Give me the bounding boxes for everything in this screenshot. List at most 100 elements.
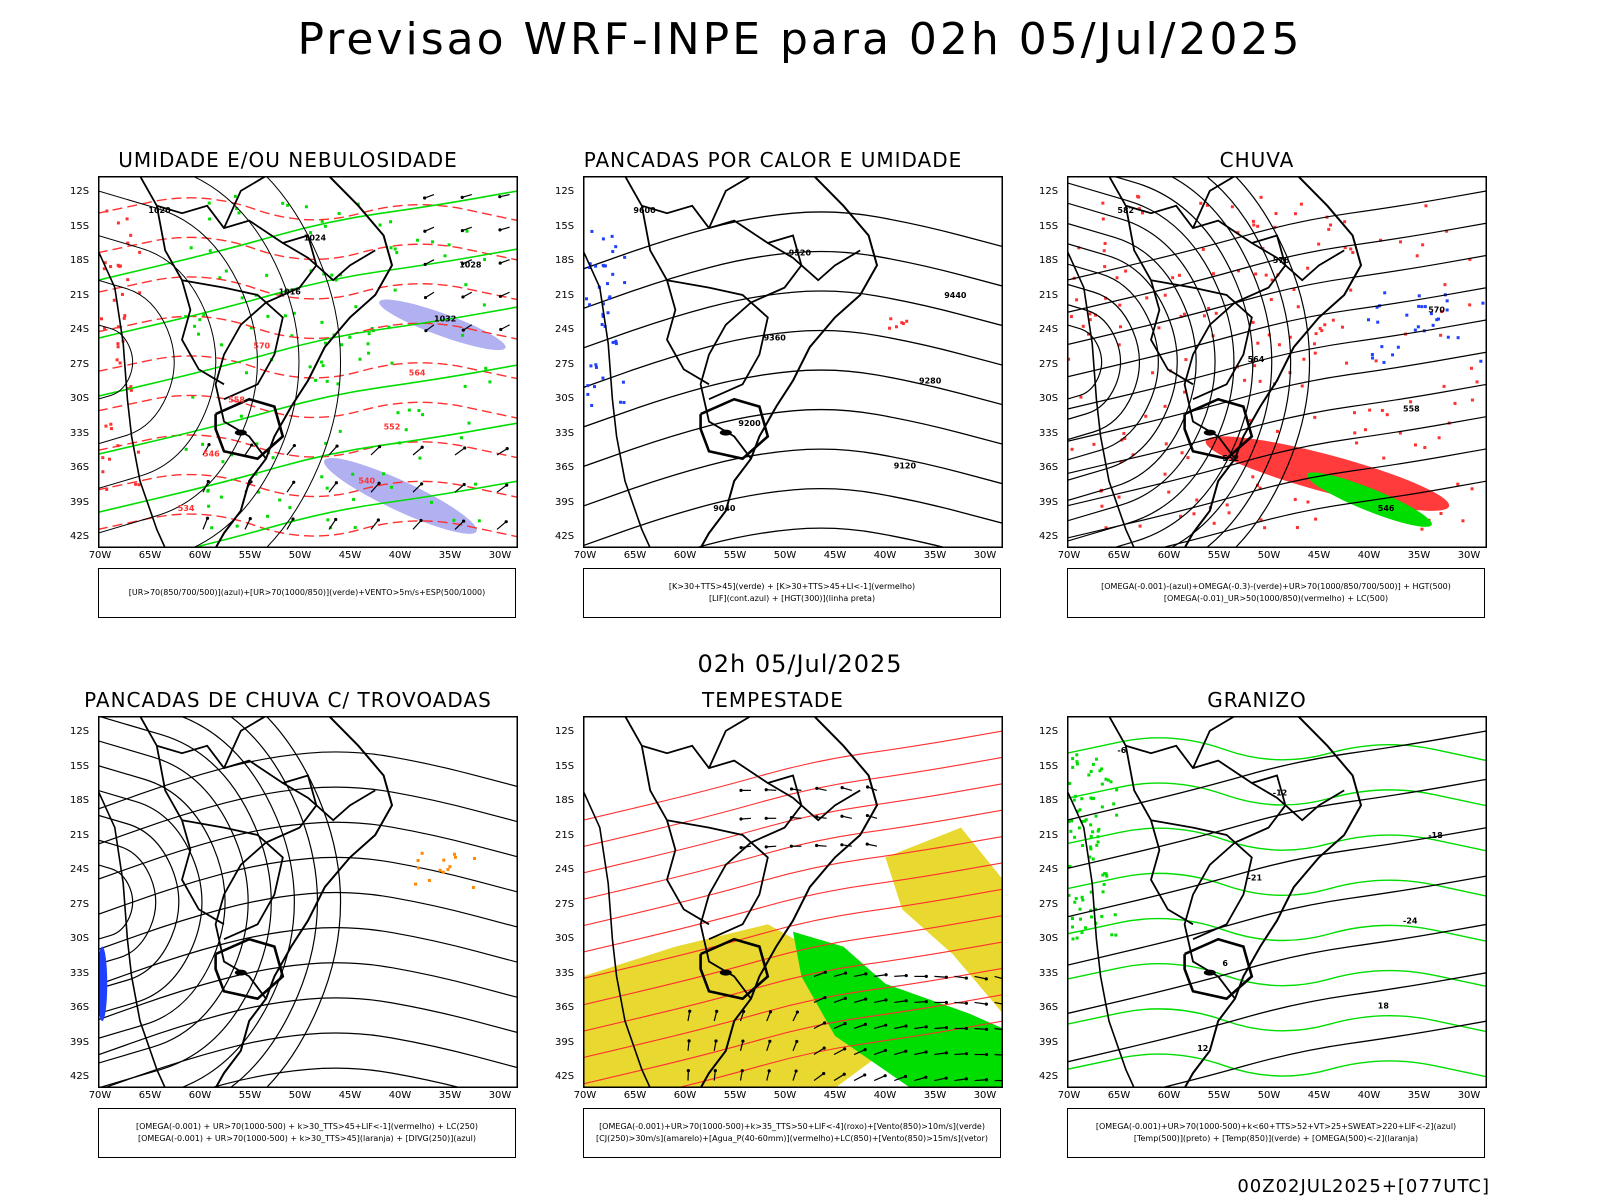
wind-vector-head xyxy=(715,1009,719,1013)
temp850-green-speck xyxy=(1094,907,1098,911)
rain-red-speck xyxy=(1201,247,1205,251)
temp850-green-speck xyxy=(1100,767,1104,771)
contour-line xyxy=(98,997,518,1056)
wind-vector xyxy=(766,789,777,791)
green-humidity-speck xyxy=(239,414,243,418)
wind-vector xyxy=(974,1001,987,1005)
orange-speck xyxy=(416,866,420,870)
temp850-green-speck xyxy=(1071,765,1075,769)
contour-line xyxy=(1158,480,1487,548)
orange-speck xyxy=(441,870,445,874)
temp850-green-speck xyxy=(1091,762,1095,766)
lif-blue-speck xyxy=(605,282,609,286)
wind-vector-head xyxy=(688,1009,692,1013)
contour-line xyxy=(98,856,518,915)
red-speck xyxy=(112,298,116,302)
wind-vector xyxy=(994,1027,1003,1031)
rain-blue-speck xyxy=(1417,294,1421,298)
lif-blue-speck xyxy=(590,229,594,233)
rain-red-speck xyxy=(1299,202,1303,206)
temp850-green-speck xyxy=(1071,757,1075,761)
rain-red-speck xyxy=(1081,324,1085,328)
rain-blue-speck xyxy=(1405,313,1409,317)
rain-band xyxy=(1205,436,1450,511)
wind-vector-head xyxy=(864,972,868,976)
lon-tick-label: 60W xyxy=(188,550,212,561)
rain-red-speck xyxy=(1077,246,1081,250)
rain-red-speck xyxy=(1468,303,1472,307)
lat-tick-label: 27S xyxy=(1039,358,1059,370)
rain-red-speck xyxy=(1439,511,1443,515)
contour-value-label: 9120 xyxy=(894,461,917,470)
lat-tick-label: 21S xyxy=(555,289,575,301)
rain-red-speck xyxy=(1345,361,1349,365)
wind-vector xyxy=(853,1049,866,1056)
wind-vector xyxy=(894,1025,907,1030)
wind-vector xyxy=(914,1051,927,1056)
contour-line xyxy=(1067,963,1487,988)
contour-line xyxy=(692,527,950,548)
green-humidity-speck xyxy=(336,382,340,386)
wind-vector xyxy=(740,817,752,820)
contour-line xyxy=(583,448,1003,507)
green-humidity-speck xyxy=(482,303,486,307)
green-humidity-speck xyxy=(367,332,371,336)
contour-value-label: 564 xyxy=(409,369,426,378)
contour-line xyxy=(583,369,1003,428)
lat-tick-label: 15S xyxy=(555,220,575,232)
divergence-blue xyxy=(98,946,108,1022)
coastline-west xyxy=(98,790,166,1088)
rain-red-speck xyxy=(1137,195,1141,199)
border-line xyxy=(181,819,284,941)
green-humidity-speck xyxy=(197,332,201,336)
rain-red-speck xyxy=(1470,398,1474,402)
green-humidity-speck xyxy=(393,288,397,292)
wind-vector-head xyxy=(904,1024,908,1028)
lif-blue-speck xyxy=(586,384,590,388)
contour-line xyxy=(1067,190,1487,281)
lat-tick-label: 24S xyxy=(70,864,90,875)
panel-title: UMIDADE E/OU NEBULOSIDADE xyxy=(118,148,458,172)
rain-red-speck xyxy=(1313,415,1317,419)
rain-red-speck xyxy=(1263,526,1267,530)
rain-red-speck xyxy=(1230,205,1234,209)
border-line xyxy=(223,716,267,769)
rain-red-speck xyxy=(1167,490,1171,494)
lon-tick-label: 60W xyxy=(1157,1090,1181,1101)
wind-vector-head xyxy=(964,1026,969,1031)
green-humidity-speck xyxy=(326,518,330,522)
lat-tick-label: 27S xyxy=(1039,898,1059,910)
lon-tick-label: 30W xyxy=(973,550,997,561)
lat-tick-label: 39S xyxy=(70,1036,90,1048)
border-line xyxy=(666,279,769,401)
rain-red-speck xyxy=(1184,358,1188,362)
wind-vector-head xyxy=(461,328,465,332)
contour-value-label: 552 xyxy=(384,423,401,432)
contour-line xyxy=(98,235,217,489)
wind-vector-head xyxy=(840,814,844,818)
rain-red-speck xyxy=(1214,311,1218,315)
rain-red-speck xyxy=(1251,219,1255,223)
temp850-green-speck xyxy=(1101,873,1105,877)
contour-line xyxy=(1067,917,1487,943)
contour-line xyxy=(188,480,518,548)
red-speck xyxy=(116,221,120,225)
rain-red-speck xyxy=(1368,408,1372,412)
wind-vector-head xyxy=(865,842,869,846)
green-humidity-speck xyxy=(334,278,338,282)
rain-red-speck xyxy=(1157,326,1161,330)
weather-map xyxy=(98,716,518,1088)
weather-map: 582 576 570 564 558 552 546 xyxy=(1067,176,1487,548)
wind-vector xyxy=(833,997,846,1004)
temp850-green-speck xyxy=(1101,890,1105,894)
lif-blue-speck xyxy=(601,376,605,380)
lif-blue-speck xyxy=(600,322,604,326)
wind-vector-head xyxy=(504,520,508,524)
rain-blue-speck xyxy=(1431,323,1435,327)
green-humidity-speck xyxy=(390,361,394,365)
contour-value-label: -6 xyxy=(1117,746,1126,755)
red-speck xyxy=(126,241,130,245)
wind-vector xyxy=(425,291,435,299)
panel-pancadas-trovoadas: PANCADAS DE CHUVA C/ TROVOADAS 12S 15S 18S 2… xyxy=(48,688,528,1188)
rain-red-speck xyxy=(1258,486,1262,490)
